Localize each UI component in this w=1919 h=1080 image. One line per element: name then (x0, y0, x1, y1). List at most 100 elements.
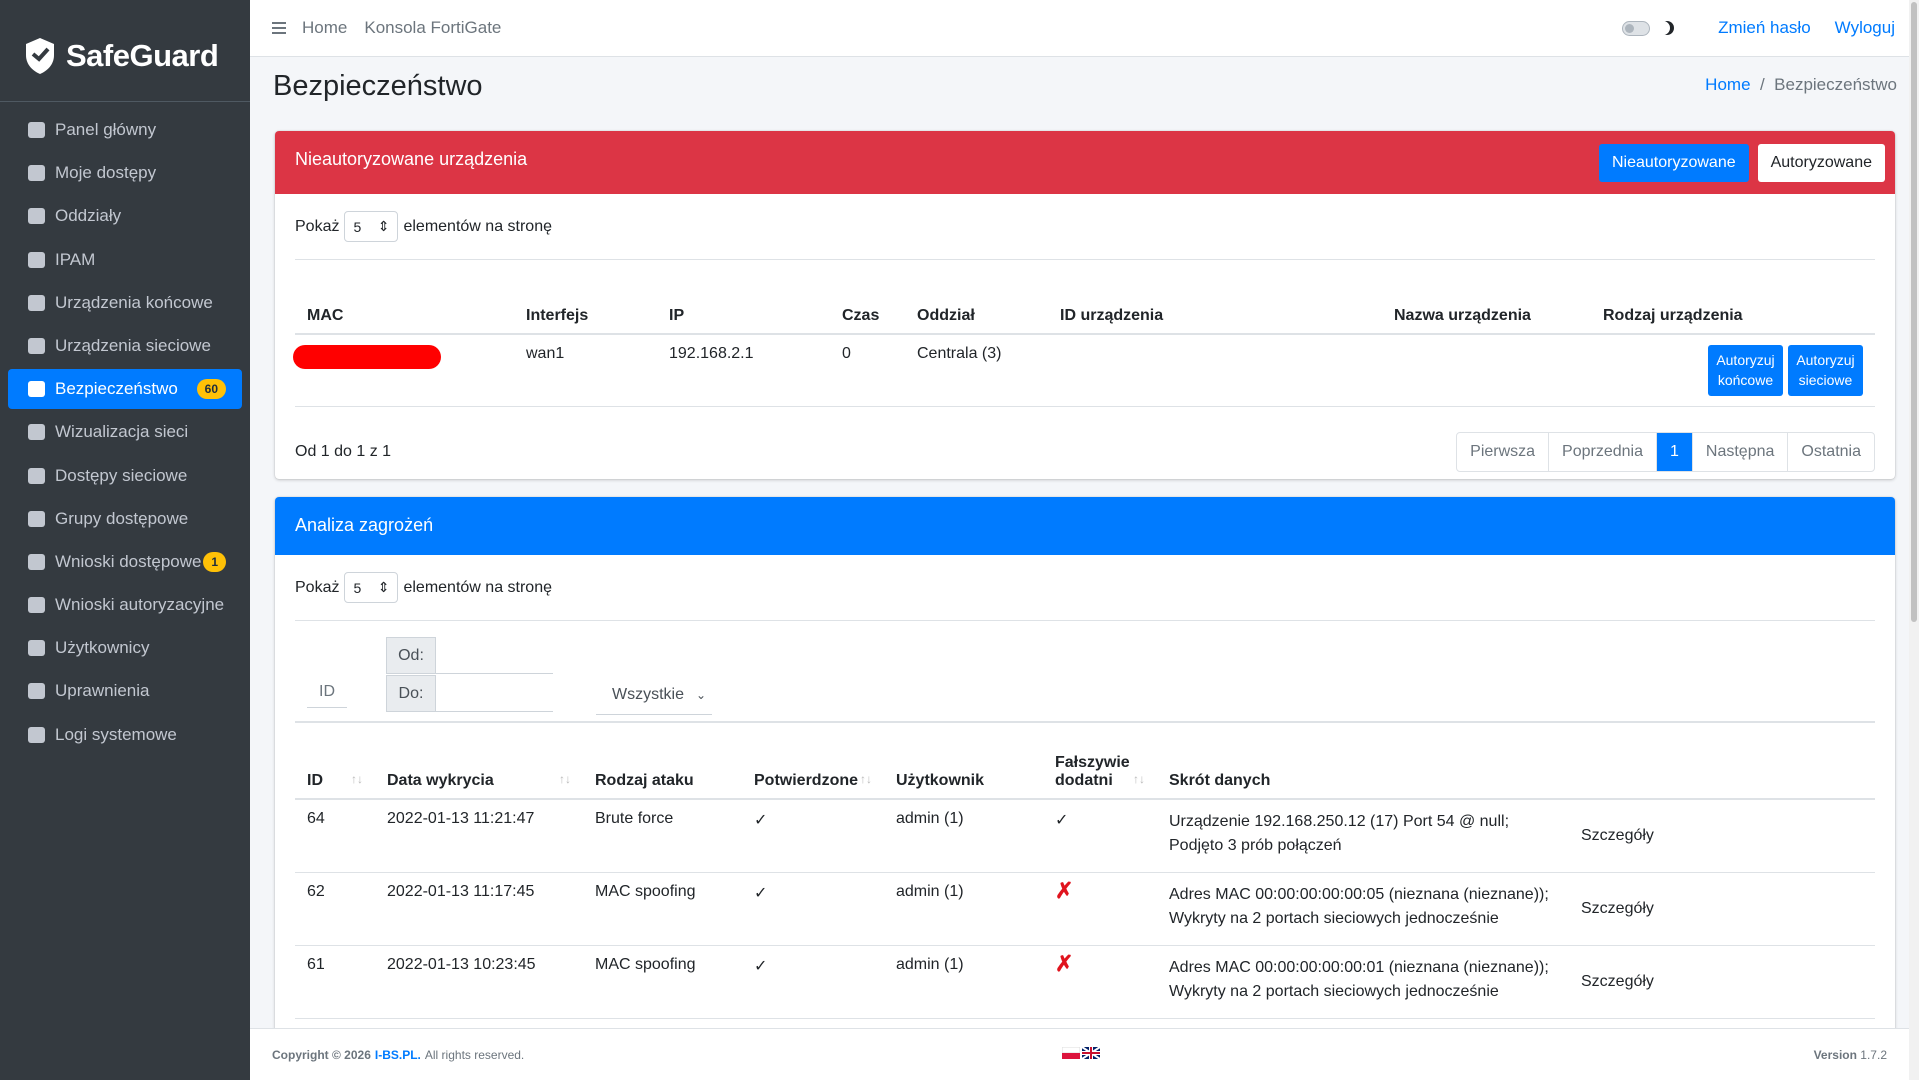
false-positive-cell: ✗ (1043, 945, 1157, 1019)
flag-en[interactable] (1082, 1047, 1100, 1059)
logout[interactable]: Wyloguj (1834, 18, 1895, 37)
nav-item[interactable]: IPAM (8, 240, 242, 280)
footer: Copyright © 2026 I-BS.PL. All rights reser… (250, 1028, 1909, 1080)
interface-cell: wan1 (514, 334, 657, 408)
id-cell: 61 (295, 945, 375, 1019)
user-cell: admin (1) (884, 945, 1043, 1019)
menu-toggle[interactable] (272, 22, 286, 34)
false-positive-cell: ✗ (1043, 872, 1157, 946)
type-cell: MAC spoofing (583, 945, 742, 1019)
nav-item[interactable]: Użytkownicy (8, 628, 242, 668)
column-header[interactable]: Skrót danych (1157, 723, 1569, 800)
id-filter[interactable]: ID (307, 677, 347, 708)
page-button[interactable]: Następna (1691, 433, 1788, 472)
nav-item[interactable]: Logi systemowe (8, 715, 242, 755)
page-button[interactable]: Pierwsza (1470, 443, 1536, 461)
confirmed-cell: ✓ (742, 872, 884, 946)
nav-label: Uprawnienia (55, 681, 150, 701)
nav-label: Dostępy sieciowe (55, 465, 188, 485)
unauthorized-card: Nieautoryzowane urządzenia Nieautoryzowa… (275, 131, 1895, 479)
nav-item[interactable]: Moje dostępy (8, 153, 242, 193)
column-header[interactable]: Rodzaj ataku (583, 723, 742, 800)
sort-icon: ↑↓ (351, 772, 363, 786)
page-size-select[interactable]: 5 ⇕ (344, 572, 399, 603)
nav-item[interactable]: Uprawnienia (8, 671, 242, 711)
scrollbar[interactable] (1909, 0, 1919, 1080)
nav-label: Urządzenia końcowe (55, 292, 213, 312)
threat-row: 61 2022-01-13 10:23:45 MAC spoofing ✓ admin … (295, 945, 1875, 1019)
column-label: Fałszywie dodatni (1055, 754, 1130, 789)
page-button[interactable]: 1 (1656, 433, 1692, 472)
select-value: Wszystkie (612, 685, 684, 703)
per-page-label: elementów na stronę (403, 578, 552, 596)
brand-logo (26, 38, 54, 74)
nav-icon (28, 424, 45, 441)
version-number: 1.7.2 (1860, 1047, 1887, 1062)
page-button[interactable]: Ostatnia (1787, 433, 1874, 472)
details-cell[interactable]: Szczegóły (1569, 945, 1875, 1019)
actions-cell: Autoryzuj końcoweAutoryzuj sieciowe (1591, 334, 1875, 408)
nav-icon (28, 510, 45, 527)
nav-item[interactable]: Dostępy sieciowe (8, 456, 242, 496)
breadcrumb: Home / Bezpieczeństwo (1705, 75, 1897, 94)
select-value: 5 (353, 218, 362, 235)
nav-item[interactable]: Oddziały (8, 196, 242, 236)
nav-item[interactable]: Wnioski autoryzacyjne (8, 585, 242, 625)
nav-label: Panel główny (55, 120, 157, 139)
table-body: wan1 192.168.2.1 0 Centrala (3) Autoryzuj ko… (293, 334, 1875, 408)
chevron: ⌄ (696, 687, 707, 702)
org-link[interactable]: I-BS.PL. (374, 1047, 421, 1062)
crumb-link[interactable]: Home (1705, 75, 1751, 94)
tab[interactable]: Autoryzowane (1757, 144, 1885, 182)
details-cell[interactable]: Szczegóły (1569, 799, 1875, 873)
tab[interactable]: Nieautoryzowane (1598, 144, 1749, 182)
top-right: Zmień hasło Wyloguj (1622, 18, 1895, 38)
type-cell: Brute force (583, 799, 742, 873)
page-size-select[interactable]: 5 ⇕ (344, 211, 399, 242)
nav-item[interactable]: Bezpieczeństwo 60 (8, 369, 242, 410)
nav-badge: 60 (196, 379, 226, 400)
nav-icon (28, 597, 45, 614)
copyright: Copyright © 2026 (272, 1047, 371, 1062)
tabs: Nieautoryzowane Autoryzowane (1590, 144, 1885, 182)
authorize-button[interactable]: Autoryzuj końcowe (1708, 345, 1783, 397)
id-cell: 62 (295, 872, 375, 946)
column-header[interactable]: Użytkownik (884, 723, 1043, 800)
nav-label: Wnioski dostępowe (55, 551, 202, 571)
devices-table: MAC Interfejs IP Czas Oddział ID urządzenia Na… (293, 260, 1875, 408)
flag-pl[interactable] (1062, 1047, 1080, 1059)
sort-icon: ↑↓ (860, 772, 872, 786)
change-password[interactable]: Zmień hasło (1718, 18, 1811, 37)
nav-item[interactable]: Grupy dostępowe (8, 499, 242, 539)
page-button[interactable]: Poprzednia (1548, 433, 1656, 472)
nav-item[interactable]: Wnioski dostępowe 1 (8, 542, 242, 582)
card-body: Pokaż 5 ⇕ elementów na stronę ID Od: Do: Ws… (275, 555, 1895, 1019)
page-size: Pokaż 5 ⇕ elementów na stronę (295, 555, 1875, 621)
column-header[interactable]: Potwierdzone ↑↓ (742, 723, 884, 800)
from-input[interactable] (436, 637, 553, 674)
rights: All rights reserved. (424, 1047, 525, 1062)
top-link[interactable]: Konsola FortiGate (364, 18, 502, 37)
top-link[interactable]: Home (302, 18, 348, 37)
nav-label: Wizualizacja sieci (55, 422, 189, 442)
theme-toggle[interactable] (1622, 20, 1651, 36)
column-label: Rodzaj ataku (595, 772, 694, 789)
nav-item[interactable]: Urządzenia końcowe (8, 283, 242, 323)
nav-item[interactable]: Panel główny (8, 110, 242, 150)
nav-badge: 1 (203, 551, 226, 572)
pagination: Pierwsza Poprzednia 1 Następna Ostatnia (1456, 432, 1875, 473)
nav-item[interactable]: Urządzenia sieciowe (8, 326, 242, 366)
nav-label: Logi systemowe (55, 724, 177, 744)
column-header (1569, 723, 1875, 800)
column-header: Interfejs (514, 260, 657, 335)
to-input[interactable] (436, 675, 553, 712)
column-header[interactable]: Fałszywie dodatni ↑↓ (1043, 723, 1157, 800)
status-select[interactable]: Wszystkie ⌄ (596, 675, 712, 715)
authorize-button[interactable]: Autoryzuj sieciowe (1788, 345, 1863, 397)
column-header[interactable]: Data wykrycia ↑↓ (375, 723, 583, 800)
nav-item[interactable]: Wizualizacja sieci (8, 412, 242, 452)
column-header[interactable]: ID ↑↓ (295, 723, 375, 800)
details-cell[interactable]: Szczegóły (1569, 872, 1875, 946)
card-header: Nieautoryzowane urządzenia Nieautoryzowa… (275, 131, 1895, 194)
brand[interactable]: SafeGuard (24, 34, 219, 78)
